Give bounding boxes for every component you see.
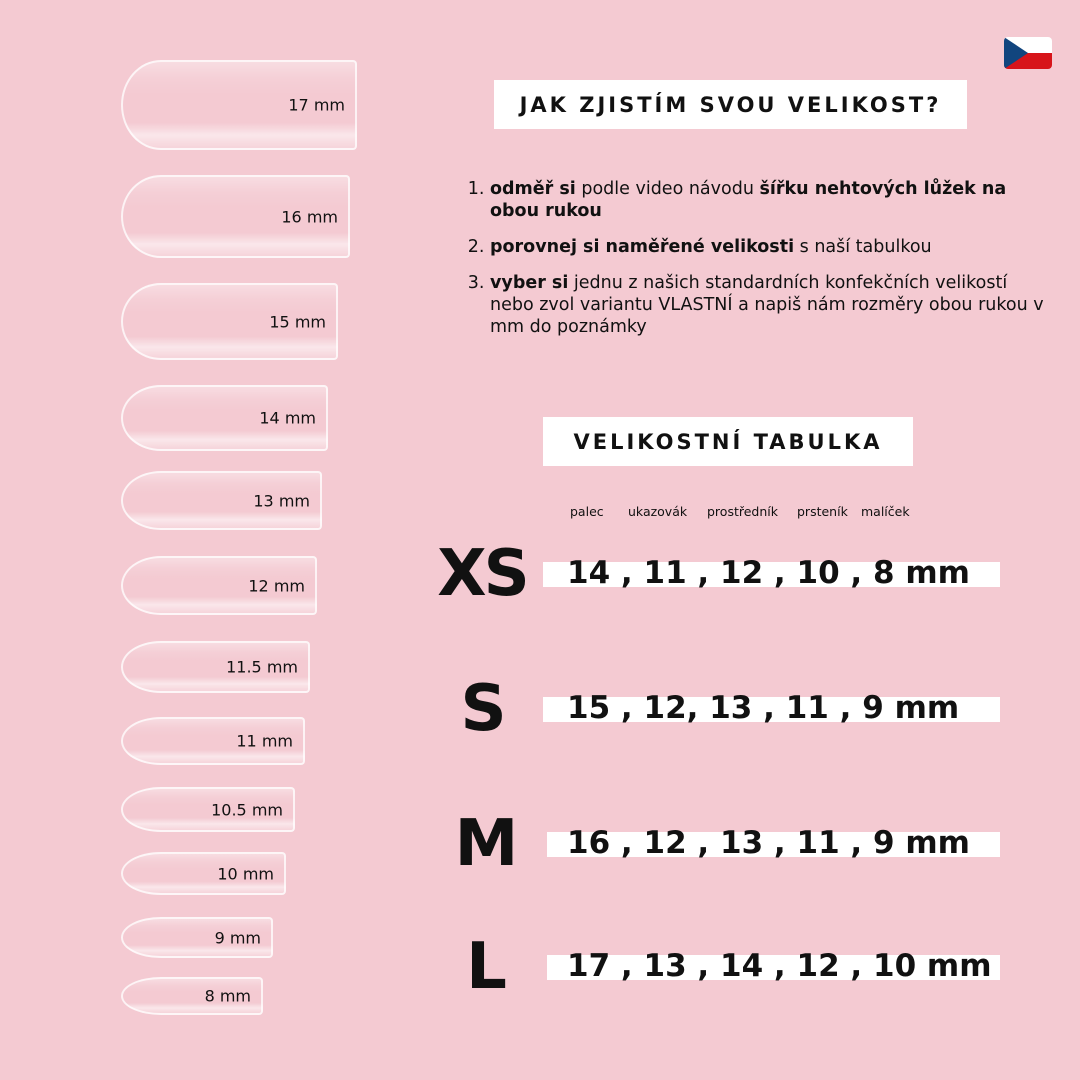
nail-size-label: 17 mm bbox=[288, 95, 345, 115]
row-bar bbox=[547, 955, 1000, 980]
bold-text: vyber si bbox=[490, 273, 569, 293]
column-header: ukazovák bbox=[628, 504, 688, 519]
size-label: M bbox=[454, 807, 519, 881]
nail-tip: 15 mm bbox=[121, 283, 338, 360]
nail-tip: 10.5 mm bbox=[121, 787, 295, 832]
nail-tip: 16 mm bbox=[121, 175, 350, 258]
bold-text: odměř si bbox=[490, 179, 576, 199]
bold-text: porovnej si naměřené velikosti bbox=[490, 237, 795, 257]
size-values: 14 , 11 , 12 , 10 , 8 mm bbox=[567, 555, 970, 591]
row-bar bbox=[543, 697, 1000, 722]
size-label: XS bbox=[437, 537, 529, 611]
nail-size-label: 11.5 mm bbox=[226, 657, 298, 677]
column-header: prsteník bbox=[797, 504, 848, 519]
nail-size-label: 15 mm bbox=[269, 312, 326, 331]
table-title: VELIKOSTNÍ TABULKA bbox=[543, 417, 913, 466]
nail-size-label: 14 mm bbox=[259, 408, 316, 428]
nail-tip: 17 mm bbox=[121, 60, 357, 150]
instruction-step: odměř si podle video návodu šířku nehtov… bbox=[490, 178, 1050, 222]
nail-size-label: 12 mm bbox=[248, 576, 305, 595]
nail-size-label: 13 mm bbox=[253, 491, 310, 510]
nail-tip: 9 mm bbox=[121, 917, 273, 958]
instruction-step: vyber si jednu z našich standardních kon… bbox=[490, 272, 1050, 338]
text: jednu z našich standardních konfekčních … bbox=[490, 273, 1044, 337]
nail-tip: 12 mm bbox=[121, 556, 317, 615]
bold-text: šířku nehtových lůžek na obou rukou bbox=[490, 179, 1007, 221]
column-header: malíček bbox=[861, 504, 910, 519]
text: s naší tabulkou bbox=[794, 237, 932, 257]
nail-tip: 11 mm bbox=[121, 717, 305, 765]
column-header: palec bbox=[570, 504, 604, 519]
instructions-list: odměř si podle video návodu šířku nehtov… bbox=[466, 178, 1050, 352]
row-bar bbox=[547, 832, 1000, 857]
nail-tip: 8 mm bbox=[121, 977, 263, 1015]
nail-size-label: 8 mm bbox=[204, 986, 251, 1006]
nail-size-label: 16 mm bbox=[281, 207, 338, 226]
nail-size-label: 9 mm bbox=[214, 928, 261, 947]
instruction-step: porovnej si naměřené velikosti s naší ta… bbox=[490, 236, 1050, 258]
size-values: 17 , 13 , 14 , 12 , 10 mm bbox=[567, 948, 992, 984]
column-header: prostředník bbox=[707, 504, 778, 519]
czech-flag-icon bbox=[1004, 37, 1052, 69]
page-title: JAK ZJISTÍM SVOU VELIKOST? bbox=[494, 80, 967, 129]
size-label: L bbox=[466, 930, 507, 1004]
row-bar bbox=[543, 562, 1000, 587]
nail-size-label: 10.5 mm bbox=[211, 800, 283, 819]
text: podle video návodu bbox=[575, 179, 760, 199]
nail-size-label: 10 mm bbox=[217, 864, 274, 883]
nail-tip: 11.5 mm bbox=[121, 641, 310, 693]
size-label: S bbox=[460, 672, 506, 746]
nail-tip: 13 mm bbox=[121, 471, 322, 530]
size-values: 15 , 12, 13 , 11 , 9 mm bbox=[567, 690, 960, 726]
nail-tip: 14 mm bbox=[121, 385, 328, 451]
size-values: 16 , 12 , 13 , 11 , 9 mm bbox=[567, 825, 970, 861]
nail-size-label: 11 mm bbox=[236, 731, 293, 751]
nail-tip: 10 mm bbox=[121, 852, 286, 895]
